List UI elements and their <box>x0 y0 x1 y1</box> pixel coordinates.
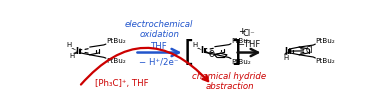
Text: ]: ] <box>230 38 241 67</box>
Text: − H⁺/2e⁻: − H⁺/2e⁻ <box>139 57 179 66</box>
Text: H: H <box>66 42 71 48</box>
Text: PtBu₂: PtBu₂ <box>231 38 251 44</box>
Polygon shape <box>197 48 203 50</box>
Text: Cl⁻: Cl⁻ <box>243 29 256 38</box>
Text: Ir: Ir <box>75 47 82 56</box>
Text: [: [ <box>184 38 194 67</box>
Polygon shape <box>71 48 77 51</box>
Text: PtBu₂: PtBu₂ <box>231 59 251 65</box>
Text: abstraction: abstraction <box>205 82 254 91</box>
Text: oxidation: oxidation <box>139 30 179 39</box>
Text: H: H <box>69 53 74 59</box>
Text: PtBu₂: PtBu₂ <box>316 38 335 44</box>
Text: H: H <box>283 55 288 61</box>
Text: PtBu₂: PtBu₂ <box>106 58 126 64</box>
Text: THF: THF <box>151 42 167 51</box>
Text: electrochemical: electrochemical <box>125 20 193 30</box>
Text: H: H <box>192 42 197 48</box>
Text: Ir: Ir <box>200 46 207 55</box>
Text: O: O <box>209 50 215 59</box>
Text: +: + <box>238 27 246 36</box>
Text: PtBu₂: PtBu₂ <box>106 38 126 44</box>
Text: [Ph₃C]⁺, THF: [Ph₃C]⁺, THF <box>95 79 149 88</box>
Text: −THF: −THF <box>237 40 261 49</box>
Text: chemical hydride: chemical hydride <box>192 72 266 81</box>
Text: Cl: Cl <box>305 46 313 55</box>
Text: Ir: Ir <box>284 47 292 56</box>
Text: PtBu₂: PtBu₂ <box>316 58 335 64</box>
FancyArrowPatch shape <box>81 48 208 85</box>
